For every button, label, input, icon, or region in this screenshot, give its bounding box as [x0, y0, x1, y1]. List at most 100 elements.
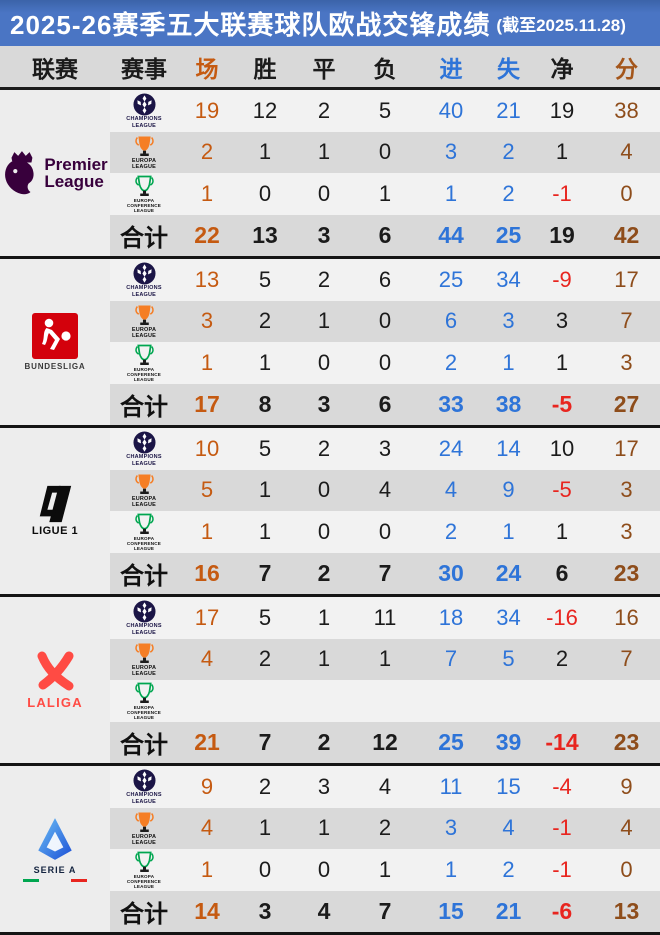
stat-cell: 4: [178, 807, 236, 849]
total-stat-cell: 7: [236, 552, 294, 594]
stat-cell: 11: [416, 766, 486, 808]
europa-league-icon: [134, 643, 154, 663]
stat-cell: 9: [486, 469, 531, 511]
stat-cell: 0: [294, 849, 354, 891]
conference-league-icon: [134, 175, 154, 196]
stat-cell: 1: [294, 597, 354, 639]
logo-text-line: Premier: [44, 155, 108, 174]
total-stat-cell: 44: [416, 214, 486, 256]
stat-cell: 34: [486, 259, 531, 301]
total-stat-cell: 12: [354, 721, 416, 763]
total-stat-cell: 21: [486, 890, 531, 932]
total-stat-cell: 39: [486, 721, 531, 763]
stat-cell: 10: [531, 428, 593, 470]
stat-cell: 5: [486, 638, 531, 680]
total-label: 合计: [110, 383, 178, 425]
total-stat-cell: 30: [416, 552, 486, 594]
competition-caption: CONFERENCE: [126, 541, 162, 547]
stat-cell: 14: [486, 428, 531, 470]
champions-league-icon: [132, 769, 156, 792]
league-section-laliga: LALIGA CHAMPIONS LEAGUE 17 5 1 11 18 34 -16 16 EURO…: [0, 597, 660, 766]
total-stat-cell: 16: [178, 552, 236, 594]
column-header-4: 胜: [253, 55, 277, 82]
competition-caption: LEAGUE: [133, 546, 155, 552]
stat-cell: -1: [531, 849, 593, 891]
total-stat-cell: 6: [354, 214, 416, 256]
total-stat-cell: 17: [178, 383, 236, 425]
bundesliga-icon: [32, 313, 78, 359]
logo-text-line: LIGUE 1: [31, 525, 79, 537]
stat-cell: 2: [294, 428, 354, 470]
stat-cell: 12: [236, 90, 294, 132]
stat-cell: 4: [416, 469, 486, 511]
stat-cell: 10: [178, 428, 236, 470]
stat-cell: 19: [531, 90, 593, 132]
stat-cell: 21: [486, 90, 531, 132]
stat-cell: 1: [531, 131, 593, 173]
europa-league-cell: EUROPA LEAGUE: [110, 300, 178, 342]
stat-cell: 1: [178, 173, 236, 215]
stat-cell: 2: [486, 849, 531, 891]
laliga-logo: LALIGA: [0, 597, 110, 763]
stat-cell: 1: [236, 511, 294, 553]
competition-caption: EUROPA: [131, 833, 157, 840]
stat-cell: 1: [294, 131, 354, 173]
stat-cell: 2: [531, 638, 593, 680]
total-stat-cell: 38: [486, 383, 531, 425]
stat-cell: [294, 680, 354, 722]
premier-league-lion-icon: [5, 151, 34, 195]
stat-cell: 1: [354, 849, 416, 891]
champions-league-icon: [132, 431, 156, 454]
column-header-3: 场: [195, 55, 219, 82]
serie-a-logo: SERIE A: [0, 766, 110, 932]
stat-cell: 1: [236, 469, 294, 511]
total-stat-cell: 15: [416, 890, 486, 932]
competition-caption: CHAMPIONS: [126, 454, 162, 461]
competition-caption: LEAGUE: [133, 884, 155, 890]
champions-league-cell: CHAMPIONS LEAGUE: [110, 597, 178, 639]
conference-league-icon: [134, 682, 154, 703]
stat-cell: [354, 680, 416, 722]
stat-cell: 1: [178, 849, 236, 891]
table-body: Premier League CHAMPIONS LEAGUE 19 12 2 5 40 21 19…: [0, 90, 660, 935]
stat-cell: 2: [236, 766, 294, 808]
premier-league-logo: Premier League: [0, 90, 110, 256]
column-header-8: 失: [497, 55, 520, 82]
total-stat-cell: 22: [178, 214, 236, 256]
green-flag-bar: [23, 879, 39, 882]
competition-caption: CHAMPIONS: [126, 623, 162, 630]
competition-caption: LEAGUE: [131, 502, 157, 509]
stat-cell: 1: [294, 300, 354, 342]
total-stat-cell: 6: [531, 552, 593, 594]
league-section-premier-league: Premier League CHAMPIONS LEAGUE 19 12 2 5 40 21 19…: [0, 90, 660, 259]
competition-caption: LEAGUE: [131, 122, 157, 129]
competition-caption: EUROPA: [133, 535, 155, 541]
total-stat-cell: 14: [178, 890, 236, 932]
stat-cell: 13: [178, 259, 236, 301]
stat-cell: 0: [354, 300, 416, 342]
conference-league-cell: EUROPA CONFERENCE LEAGUE: [110, 342, 178, 384]
stat-cell: 1: [178, 511, 236, 553]
stat-cell: 2: [294, 259, 354, 301]
europa-league-icon: [134, 305, 154, 325]
stat-cell: 4: [593, 131, 660, 173]
table-header: 联赛 赛事 场 胜 平 负 进 失 净 分: [0, 46, 660, 90]
competition-caption: EUROPA: [133, 366, 155, 372]
total-stat-cell: 13: [236, 214, 294, 256]
conference-league-icon: [134, 851, 154, 872]
stat-cell: 6: [416, 300, 486, 342]
stat-cell: -5: [531, 469, 593, 511]
stat-cell: 5: [236, 597, 294, 639]
stat-cell: 2: [178, 131, 236, 173]
total-stat-cell: 3: [294, 383, 354, 425]
competition-caption: LEAGUE: [133, 715, 155, 721]
stat-cell: 3: [593, 342, 660, 384]
italy-flag-bars: [23, 879, 87, 882]
stat-cell: 1: [178, 342, 236, 384]
page-title: 2025-26赛季五大联赛球队欧战交锋成绩: [10, 9, 491, 40]
stat-cell: 40: [416, 90, 486, 132]
stat-cell: 2: [236, 638, 294, 680]
stat-cell: 1: [236, 131, 294, 173]
stat-cell: 3: [486, 300, 531, 342]
